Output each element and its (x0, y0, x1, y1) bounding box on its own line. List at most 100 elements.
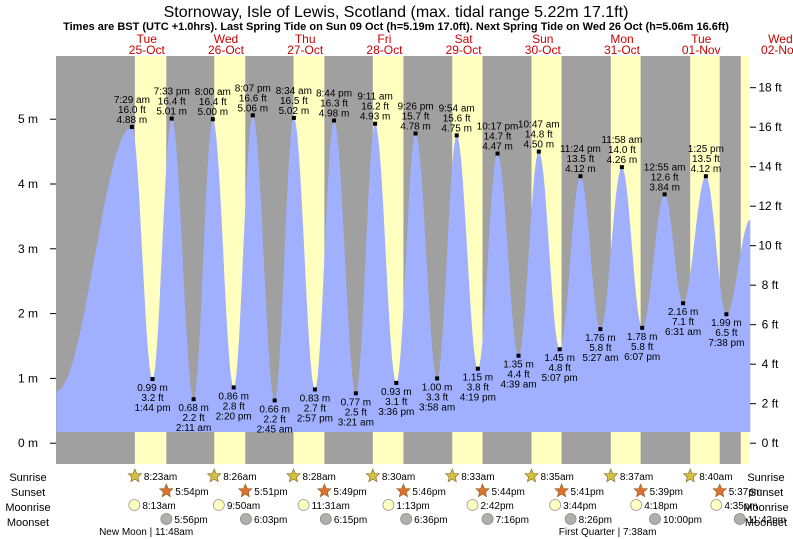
low-tide-marker (353, 391, 358, 396)
high-tide-marker (662, 192, 667, 197)
moonrise-icon (297, 499, 310, 511)
right-tick-label: 18 ft (758, 81, 782, 95)
row-label-left: Moonset (7, 517, 49, 529)
tide-height-m-label: 4.98 m (319, 108, 350, 119)
day-labels: Tue25-OctWed26-OctThu27-OctFri28-OctSat2… (129, 32, 793, 57)
moonset-icon (160, 513, 173, 525)
high-tide-marker (619, 165, 624, 170)
day-date-label: 01-Nov (682, 43, 721, 57)
tide-height-ft-label: 14.8 ft (525, 130, 553, 141)
tide-height-m-label: 4.75 m (441, 123, 472, 134)
tide-height-m-label: 5.02 m (279, 106, 310, 117)
tide-height-ft-label: 15.6 ft (443, 113, 471, 124)
right-tick-label: 12 ft (758, 199, 782, 213)
tide-height-m-label: 4.50 m (523, 140, 554, 151)
day-date-label: 26-Oct (208, 43, 245, 57)
tide-time-label: 5:07 pm (542, 373, 578, 384)
high-tide-marker (578, 174, 583, 179)
sunset-icon (475, 483, 490, 498)
low-tide-marker (150, 377, 155, 382)
sunrise-time: 8:33am (461, 472, 494, 483)
low-tide-marker (475, 366, 480, 371)
right-tick-label: 8 ft (762, 278, 779, 292)
moonrise-time: 4:35pm (724, 501, 757, 512)
low-tide-marker (557, 347, 562, 352)
day-name-label: Fri (377, 32, 391, 46)
low-tide-marker (724, 312, 729, 317)
sunrise-icon (524, 468, 539, 483)
sunrise-icon (682, 468, 698, 483)
tide-time-label: 4:39 am (500, 380, 536, 391)
low-tide-marker (435, 376, 440, 381)
moonset-time: 6:36pm (414, 515, 447, 526)
left-tick-label: 3 m (18, 242, 38, 256)
sunset-icon (633, 483, 649, 498)
day-name-label: Mon (610, 32, 633, 46)
tide-height-ft-label: 4.4 ft (507, 370, 529, 381)
day-date-label: 27-Oct (287, 43, 324, 57)
tide-height-m-label: 1.00 m (422, 382, 453, 393)
tide-time-label: 2:11 am (176, 423, 211, 434)
sunset-icon (158, 483, 174, 498)
sunrise-icon (365, 468, 381, 483)
tide-height-ft-label: 16.0 ft (118, 105, 146, 116)
moonrise-icon (382, 499, 395, 511)
low-tide-marker (681, 301, 686, 306)
sunset-time: 5:46pm (412, 487, 445, 498)
tide-height-m-label: 4.26 m (607, 155, 638, 166)
chart-subtitle: Times are BST (UTC +1.0hrs). Last Spring… (63, 21, 729, 33)
moonrise-icon (630, 499, 643, 511)
tide-time-label: 7:33 pm (154, 87, 190, 98)
sunset-time: 5:49pm (333, 487, 366, 498)
right-tick-label: 6 ft (762, 318, 779, 332)
right-tick-label: 4 ft (762, 357, 779, 371)
tide-height-ft-label: 5.8 ft (631, 342, 653, 353)
sunrise-icon (127, 468, 143, 483)
left-tick-label: 2 m (18, 307, 38, 321)
tide-height-ft-label: 16.4 ft (199, 97, 227, 108)
low-tide-marker (640, 325, 645, 330)
tide-height-m-label: 0.83 m (300, 393, 331, 404)
tide-area (56, 115, 751, 433)
tide-height-ft-label: 2.7 ft (304, 403, 326, 414)
moonrise-time: 11:31am (312, 501, 350, 512)
low-tide-marker (312, 387, 317, 392)
sunrise-time: 8:23am (144, 472, 177, 483)
tide-time-label: 4:19 pm (460, 393, 496, 404)
tide-time-label: 7:29 am (114, 95, 150, 106)
tide-height-m-label: 1.99 m (711, 318, 742, 329)
right-tick-label: 10 ft (758, 239, 782, 253)
sunset-icon (316, 483, 332, 498)
day-date-label: 25-Oct (129, 43, 166, 57)
tide-height-m-label: 1.76 m (585, 333, 616, 344)
tide-time-label: 6:07 pm (624, 352, 660, 363)
row-label-left: Moonrise (5, 502, 50, 514)
tide-height-ft-label: 14.0 ft (608, 145, 636, 156)
day-date-label: 31-Oct (604, 43, 641, 57)
moonset-icon (564, 513, 577, 525)
day-name-label: Tue (137, 32, 158, 46)
tide-height-m-label: 0.66 m (259, 404, 290, 415)
low-tide-marker (394, 380, 399, 385)
moonset-icon (319, 513, 332, 525)
axis-ticks: 0 m 1 m 2 m 3 m 4 m 5 m 0 ft 2 ft 4 ft 6 ft 8 ft 10… (18, 81, 782, 451)
tide-height-ft-label: 12.6 ft (651, 172, 679, 183)
high-tide-marker (703, 174, 708, 179)
sunrise-icon (206, 468, 222, 483)
sunset-time: 5:54pm (175, 487, 208, 498)
moonset-icon (240, 513, 252, 525)
row-label-left: Sunrise (9, 472, 46, 484)
sunset-icon (237, 483, 253, 498)
high-tide-marker (536, 149, 541, 154)
high-tide-marker (454, 133, 459, 138)
day-date-label: 30-Oct (525, 43, 562, 57)
tide-height-ft-label: 14.7 ft (484, 132, 512, 143)
tide-height-ft-label: 3.1 ft (385, 397, 407, 408)
tide-height-m-label: 2.16 m (668, 307, 699, 318)
moonset-icon (649, 513, 661, 525)
tide-height-ft-label: 15.7 ft (402, 111, 430, 122)
high-tide-marker (332, 118, 337, 123)
day-name-label: Wed (768, 32, 792, 46)
sunset-time: 5:41pm (571, 487, 604, 498)
sunset-time: 5:39pm (650, 487, 683, 498)
